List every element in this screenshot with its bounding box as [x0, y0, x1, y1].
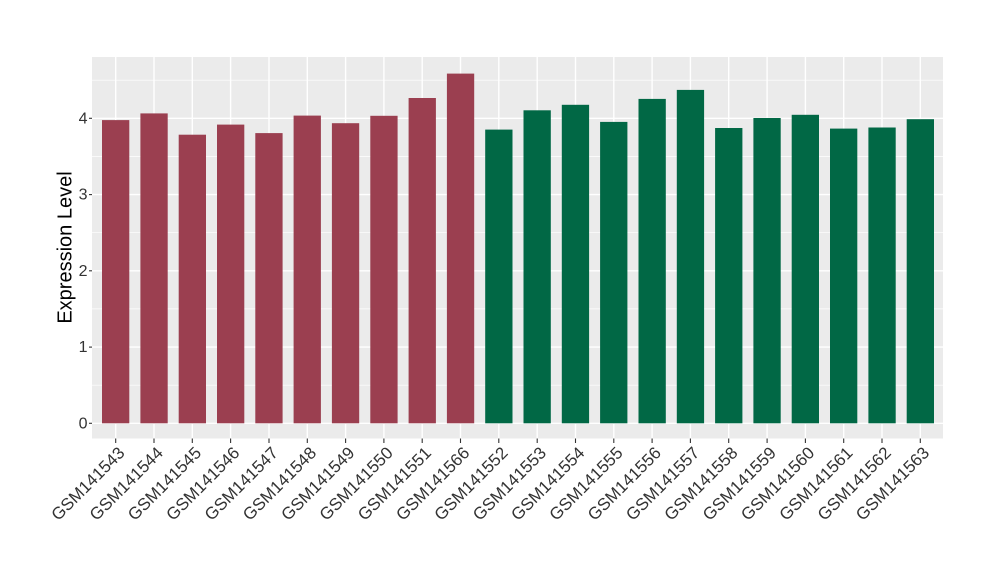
svg-text:3: 3 [79, 187, 88, 204]
svg-text:1: 1 [79, 339, 88, 356]
svg-text:2: 2 [79, 263, 88, 280]
svg-text:0: 0 [79, 415, 88, 432]
svg-text:Expression Level: Expression Level [55, 171, 77, 323]
svg-text:4: 4 [79, 110, 88, 127]
